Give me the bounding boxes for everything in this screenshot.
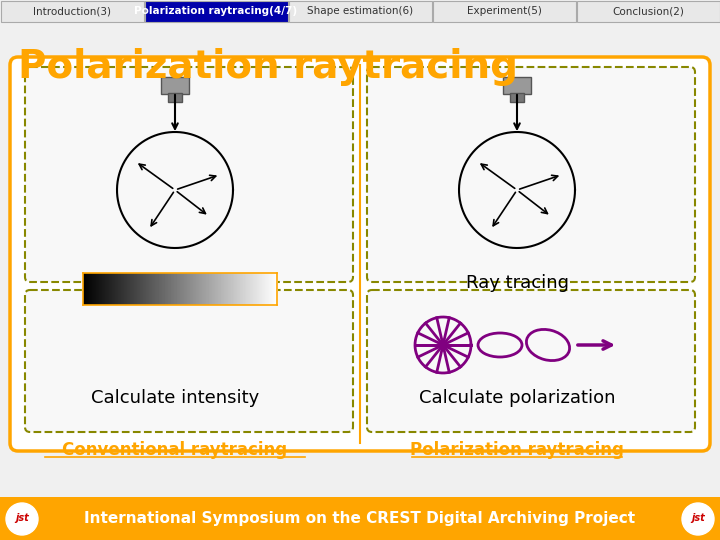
Text: jst: jst <box>15 513 29 523</box>
Text: Polarization raytracing(4/7): Polarization raytracing(4/7) <box>135 6 297 16</box>
FancyBboxPatch shape <box>367 290 695 432</box>
FancyBboxPatch shape <box>503 77 531 94</box>
Text: International Symposium on the CREST Digital Archiving Project: International Symposium on the CREST Dig… <box>84 511 636 526</box>
FancyBboxPatch shape <box>0 497 720 540</box>
Text: Conventional raytracing: Conventional raytracing <box>63 441 287 459</box>
Circle shape <box>682 503 714 535</box>
FancyBboxPatch shape <box>577 1 719 22</box>
Text: Polarization raytracing: Polarization raytracing <box>18 48 518 86</box>
FancyBboxPatch shape <box>145 1 287 22</box>
Text: Conclusion(2): Conclusion(2) <box>612 6 684 16</box>
Text: Calculate intensity: Calculate intensity <box>91 389 259 407</box>
FancyBboxPatch shape <box>289 1 431 22</box>
Text: Introduction(3): Introduction(3) <box>33 6 111 16</box>
Text: Calculate polarization: Calculate polarization <box>419 389 616 407</box>
Text: Polarization raytracing: Polarization raytracing <box>410 441 624 459</box>
FancyBboxPatch shape <box>510 93 524 102</box>
FancyBboxPatch shape <box>161 77 189 94</box>
FancyBboxPatch shape <box>1 1 143 22</box>
FancyBboxPatch shape <box>25 290 353 432</box>
FancyBboxPatch shape <box>367 67 695 282</box>
FancyBboxPatch shape <box>25 67 353 282</box>
FancyBboxPatch shape <box>168 93 182 102</box>
Text: Experiment(5): Experiment(5) <box>467 6 541 16</box>
Text: Ray tracing: Ray tracing <box>466 274 569 292</box>
FancyBboxPatch shape <box>433 1 575 22</box>
Text: jst: jst <box>691 513 705 523</box>
FancyBboxPatch shape <box>10 57 710 451</box>
Circle shape <box>6 503 38 535</box>
Text: Ray tracing: Ray tracing <box>124 274 227 292</box>
Text: Shape estimation(6): Shape estimation(6) <box>307 6 413 16</box>
